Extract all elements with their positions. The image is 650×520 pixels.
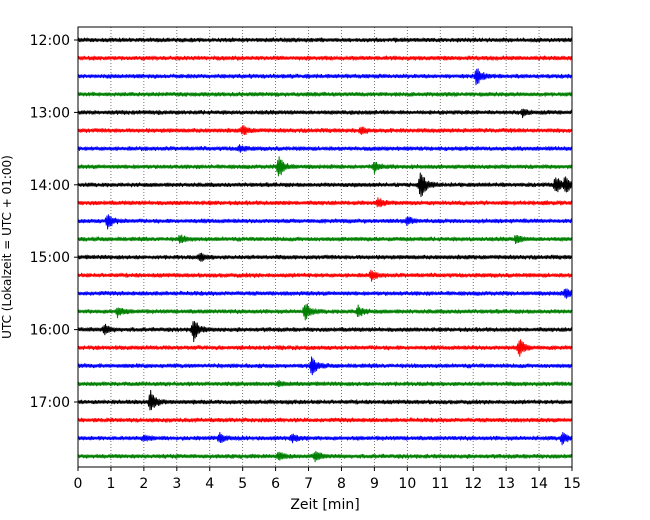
x-tick-label: 11 bbox=[431, 476, 449, 492]
trace-line bbox=[77, 172, 573, 198]
trace-line bbox=[77, 234, 573, 245]
trace-line bbox=[77, 288, 573, 299]
x-tick-label: 5 bbox=[238, 476, 247, 492]
y-tick-label: 17:00 bbox=[30, 395, 70, 411]
x-tick-label: 0 bbox=[74, 476, 83, 492]
trace-line bbox=[77, 144, 573, 153]
grid-lines bbox=[110, 27, 540, 467]
x-axis: 0 1 2 3 4 5 6 7 8 9 10 11 12 13 14 15 bbox=[74, 467, 581, 492]
trace-line bbox=[77, 108, 573, 119]
y-tick-label: 14:00 bbox=[30, 178, 70, 194]
x-tick-label: 3 bbox=[172, 476, 181, 492]
trace-line bbox=[77, 55, 573, 61]
trace-line bbox=[77, 431, 573, 446]
trace-line bbox=[77, 356, 573, 376]
x-tick-label: 1 bbox=[106, 476, 115, 492]
x-tick-label: 13 bbox=[497, 476, 515, 492]
trace-line bbox=[77, 389, 573, 411]
x-tick-label: 7 bbox=[304, 476, 313, 492]
trace-line bbox=[77, 124, 573, 136]
trace-line bbox=[77, 321, 573, 343]
trace-line bbox=[77, 91, 573, 97]
x-tick-label: 12 bbox=[464, 476, 482, 492]
trace-line bbox=[77, 68, 573, 86]
trace-group bbox=[77, 37, 573, 463]
plot-area-background bbox=[78, 27, 572, 467]
plot-frame bbox=[77, 26, 573, 468]
trace-line bbox=[77, 417, 573, 423]
x-tick-label: 14 bbox=[530, 476, 548, 492]
x-tick-label: 15 bbox=[563, 476, 581, 492]
trace-line bbox=[77, 450, 573, 463]
x-tick-label: 6 bbox=[271, 476, 280, 492]
trace-line bbox=[77, 156, 573, 177]
trace-line bbox=[77, 214, 573, 230]
x-tick-label: 8 bbox=[337, 476, 346, 492]
y-axis: 12:00 13:00 14:00 15:00 16:00 17:00 bbox=[30, 33, 78, 411]
trace-line bbox=[77, 252, 573, 262]
trace-line bbox=[77, 197, 573, 208]
trace-line bbox=[77, 37, 573, 43]
y-tick-label: 16:00 bbox=[30, 323, 70, 339]
trace-line bbox=[77, 379, 573, 388]
x-tick-label: 4 bbox=[205, 476, 214, 492]
y-tick-label: 15:00 bbox=[30, 250, 70, 266]
x-tick-label: 9 bbox=[370, 476, 379, 492]
trace-line bbox=[77, 303, 573, 321]
y-tick-label: 13:00 bbox=[30, 105, 70, 121]
y-tick-label: 12:00 bbox=[30, 33, 70, 49]
x-tick-label: 10 bbox=[398, 476, 416, 492]
trace-line bbox=[77, 269, 573, 282]
x-axis-title: Zeit [min] bbox=[290, 497, 359, 513]
trace-line bbox=[77, 339, 573, 357]
x-tick-label: 2 bbox=[139, 476, 148, 492]
y-axis-title: UTC (Lokalzeit = UTC + 01:00) bbox=[0, 155, 14, 339]
